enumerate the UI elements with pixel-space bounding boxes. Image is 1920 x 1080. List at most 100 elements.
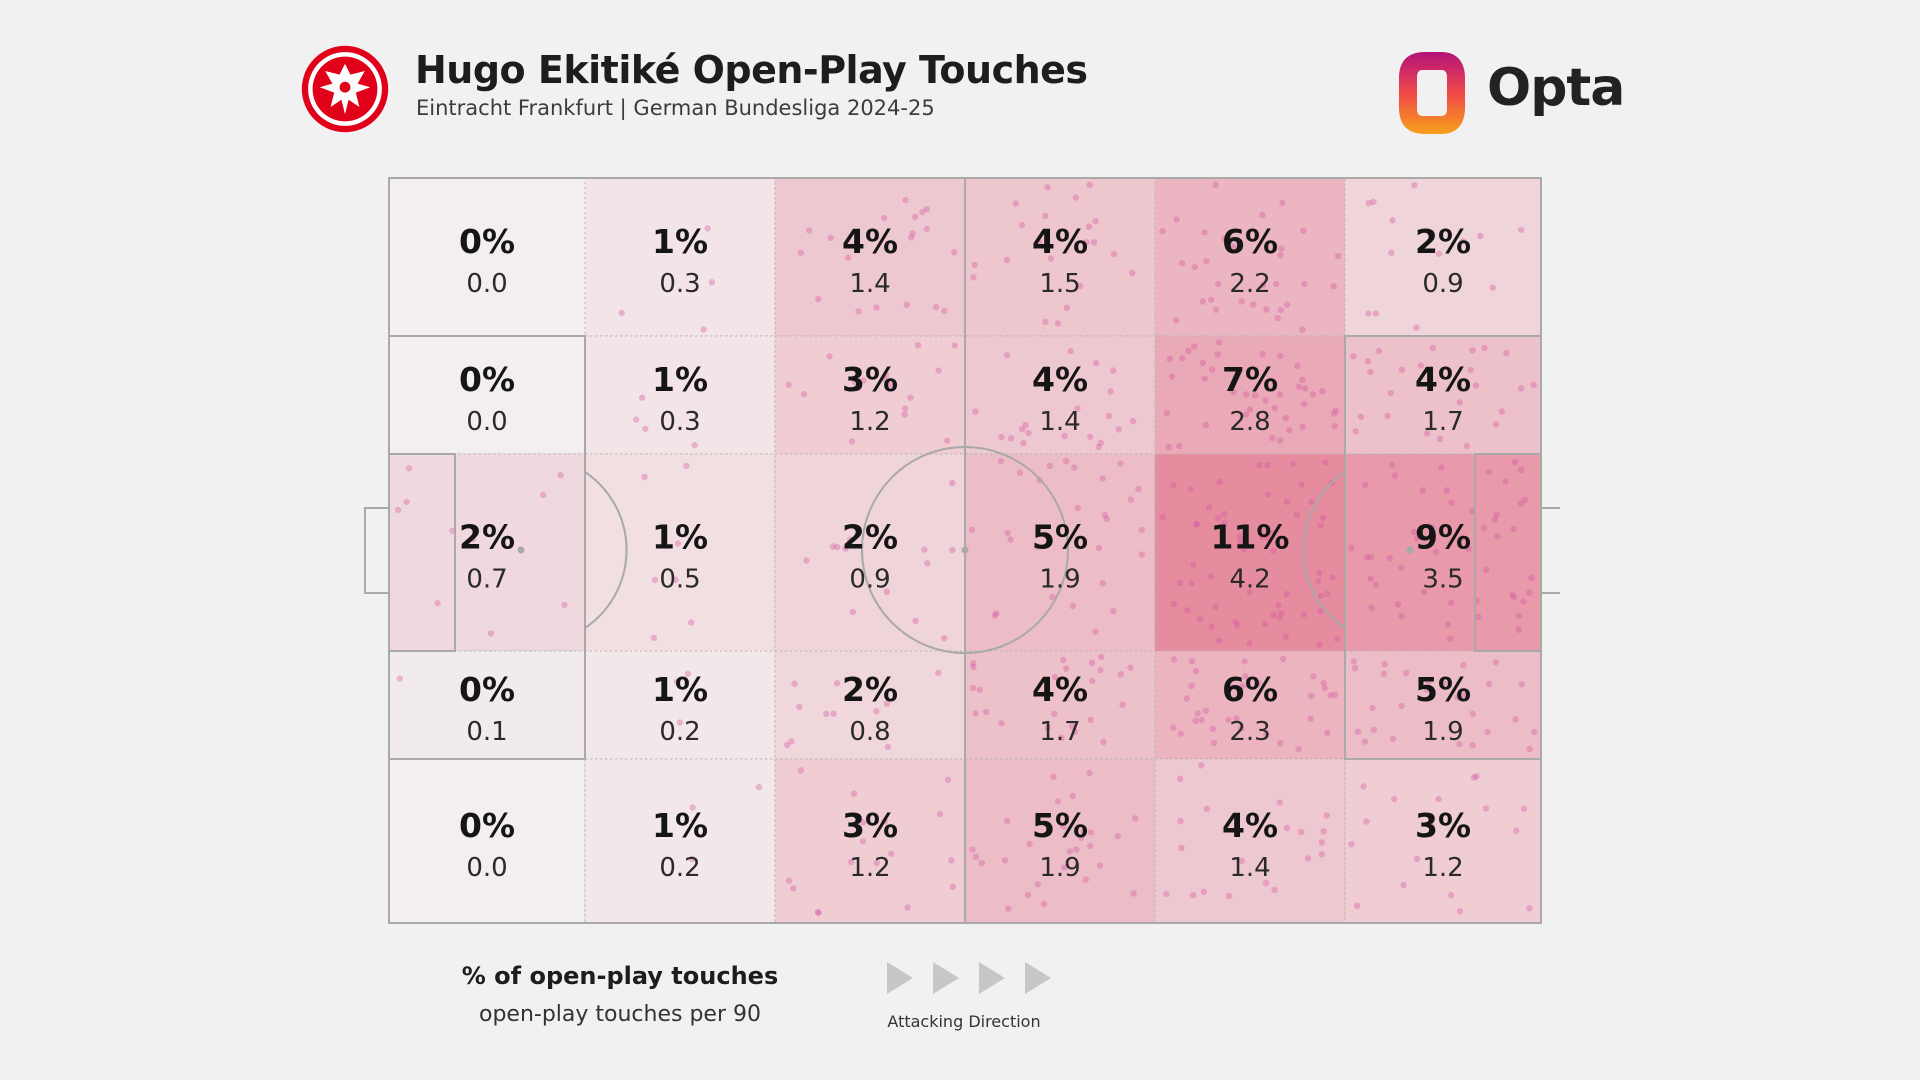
touch-dot bbox=[1299, 423, 1306, 430]
touch-dot bbox=[1316, 641, 1323, 648]
touch-dot bbox=[1047, 255, 1055, 262]
touch-dot bbox=[1202, 707, 1209, 715]
touch-dot bbox=[1460, 692, 1467, 699]
touch-dot bbox=[1423, 430, 1431, 437]
cell-percent-label: 4% bbox=[842, 222, 898, 261]
touch-dot bbox=[1089, 677, 1096, 685]
touch-dot bbox=[849, 608, 856, 616]
touch-dot bbox=[1276, 799, 1283, 806]
touch-dot bbox=[403, 498, 410, 505]
touch-dot bbox=[539, 491, 547, 499]
touch-dot bbox=[873, 859, 880, 867]
touch-dot bbox=[1520, 598, 1527, 605]
cell-percent-label: 5% bbox=[1032, 806, 1088, 845]
touch-dot bbox=[1214, 351, 1221, 358]
touch-dot bbox=[1132, 815, 1139, 822]
touch-dot bbox=[1170, 724, 1177, 731]
touch-dot bbox=[993, 610, 1000, 617]
touch-dot bbox=[1492, 421, 1500, 428]
touch-dot bbox=[1007, 536, 1014, 543]
touch-dot bbox=[921, 546, 928, 553]
cell-per90-label: 0.5 bbox=[659, 565, 700, 595]
touch-dot bbox=[1130, 890, 1137, 897]
cell-percent-label: 2% bbox=[842, 518, 898, 557]
touch-dot bbox=[1212, 181, 1219, 188]
touch-dot bbox=[859, 838, 867, 845]
heatmap-cell bbox=[774, 177, 966, 337]
touch-dot bbox=[1264, 491, 1272, 498]
touch-dot bbox=[968, 526, 976, 533]
touch-dot bbox=[912, 617, 919, 625]
touch-dot bbox=[1440, 680, 1447, 687]
touch-dot bbox=[1212, 603, 1219, 610]
touch-dot bbox=[943, 437, 951, 444]
touch-dot bbox=[1259, 351, 1266, 358]
touch-dot bbox=[932, 304, 940, 311]
touch-dot bbox=[1093, 359, 1100, 367]
touch-dot bbox=[1242, 391, 1250, 398]
touch-dot bbox=[1203, 258, 1210, 265]
touch-dot bbox=[1370, 198, 1377, 206]
touch-dot bbox=[1262, 397, 1269, 404]
touch-dot bbox=[1531, 728, 1538, 736]
touch-dot bbox=[1209, 366, 1216, 373]
touch-dot bbox=[1274, 314, 1281, 322]
touch-dot bbox=[881, 818, 888, 825]
heatmap-cell bbox=[388, 650, 586, 760]
touch-dot bbox=[1520, 805, 1528, 812]
touch-dot bbox=[1183, 695, 1190, 702]
heatmap-cell bbox=[584, 335, 776, 455]
touch-dot bbox=[1250, 301, 1257, 308]
touch-dot bbox=[1203, 805, 1211, 812]
touch-dot bbox=[1403, 669, 1410, 676]
heatmap-cell bbox=[388, 453, 586, 652]
touch-dot bbox=[1398, 702, 1405, 710]
touch-dot bbox=[1177, 817, 1184, 825]
touch-dot bbox=[1230, 388, 1237, 396]
touch-dot bbox=[1360, 783, 1367, 790]
touch-dot bbox=[689, 804, 696, 811]
touch-dot bbox=[1467, 366, 1475, 374]
touch-dot bbox=[873, 708, 880, 715]
touch-dot bbox=[1092, 628, 1099, 635]
touch-dot bbox=[1207, 573, 1214, 580]
touch-dot bbox=[1239, 682, 1246, 690]
touch-dot bbox=[755, 784, 763, 791]
touch-dot bbox=[1238, 725, 1245, 732]
touch-dot bbox=[1454, 694, 1461, 701]
touch-dot bbox=[1159, 513, 1166, 521]
touch-dot bbox=[815, 295, 822, 303]
touch-dot bbox=[907, 394, 914, 401]
touch-dot bbox=[1208, 623, 1215, 631]
touch-dot bbox=[1293, 511, 1301, 518]
touch-dot bbox=[1176, 579, 1183, 587]
touch-dot bbox=[1324, 590, 1331, 597]
cell-per90-label: 0.3 bbox=[659, 269, 700, 299]
touch-dot bbox=[1063, 304, 1070, 311]
touch-dot bbox=[904, 904, 911, 911]
touch-dot bbox=[783, 741, 791, 749]
touch-dot bbox=[908, 234, 915, 241]
touch-dot bbox=[1044, 184, 1051, 191]
touch-dot bbox=[887, 381, 894, 388]
touch-dot bbox=[1086, 433, 1094, 441]
touch-dot bbox=[1335, 252, 1342, 260]
touch-dot bbox=[1177, 730, 1184, 737]
touch-dot bbox=[1283, 590, 1290, 598]
touch-dot bbox=[1189, 892, 1197, 899]
touch-dot bbox=[1101, 512, 1109, 519]
touch-dot bbox=[902, 197, 909, 204]
touch-dot bbox=[1472, 382, 1480, 389]
touch-dot bbox=[1095, 544, 1103, 552]
touch-dot bbox=[469, 535, 476, 543]
touch-dot bbox=[944, 776, 952, 783]
touch-dot bbox=[1090, 239, 1098, 246]
touch-dot bbox=[1503, 349, 1510, 357]
touch-dot bbox=[976, 686, 983, 694]
touch-dot bbox=[1016, 469, 1024, 476]
touch-dot bbox=[1323, 812, 1330, 819]
touch-dot bbox=[1098, 653, 1105, 661]
touch-dot bbox=[1063, 665, 1070, 672]
touch-dot bbox=[1330, 410, 1338, 417]
touch-dot bbox=[1054, 798, 1062, 805]
